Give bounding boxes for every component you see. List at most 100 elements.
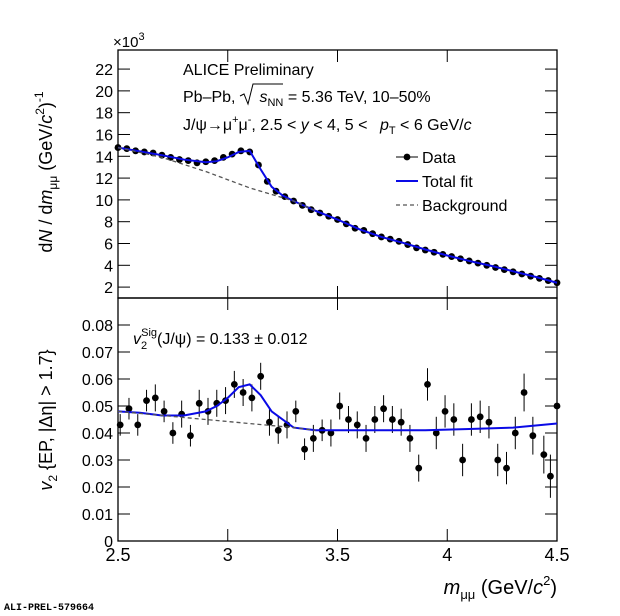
y-tick-label: 10 <box>95 193 113 210</box>
legend-label: Data <box>422 150 456 167</box>
label-subscript: μμ <box>460 587 475 602</box>
data-point <box>494 456 502 464</box>
label-subscript: NN <box>267 97 283 109</box>
data-point <box>345 416 352 423</box>
y-tick-label: 0.01 <box>82 507 113 524</box>
data-point <box>406 435 414 442</box>
y-tick-label: 18 <box>95 106 113 123</box>
label-part: c <box>533 577 543 599</box>
data-point <box>353 421 361 429</box>
y-tick-label: 20 <box>95 84 113 101</box>
label-part: / d <box>36 205 56 230</box>
label-part: (GeV/ <box>475 577 533 599</box>
footer-id: ALI-PREL-579664 <box>4 603 94 614</box>
y-tick-label: 16 <box>95 127 113 144</box>
data-point <box>520 389 528 396</box>
data-point <box>248 394 256 402</box>
data-point <box>301 445 308 453</box>
data-point <box>143 397 150 404</box>
label-part: = 5.36 TeV, 10–50% <box>283 89 430 106</box>
experiment-label: ALICE Preliminary <box>183 62 314 79</box>
label-part: c <box>464 117 472 134</box>
data-point <box>134 421 142 429</box>
label-part: y <box>300 117 310 134</box>
data-point <box>529 432 537 440</box>
selection-label: J/ψ→μ+μ-, 2.5 < y < 4, 5 < pT < 6 GeV/c <box>183 114 472 137</box>
data-point <box>239 389 247 396</box>
x-tick-label: 4.5 <box>544 545 569 565</box>
label-part: v <box>36 481 56 491</box>
data-point <box>116 421 124 429</box>
label-part: v <box>133 331 142 348</box>
label-subscript: 2 <box>141 340 147 352</box>
data-point <box>178 410 186 418</box>
label-superscript: 2 <box>33 108 47 115</box>
y-tick-label: 0.04 <box>82 426 113 443</box>
data-point <box>125 405 133 413</box>
label-part: , 2.5 < <box>251 117 300 134</box>
y-axis-label: v2 {EP, |Δη| > 1.7} <box>36 349 60 490</box>
y-tick-label: 4 <box>104 258 113 275</box>
data-point <box>266 418 273 426</box>
background-curve <box>117 146 316 212</box>
y-tick-label: 22 <box>95 62 113 79</box>
fit-curve <box>117 383 558 432</box>
label-subscript: 2 <box>46 475 60 482</box>
data-point <box>274 426 282 434</box>
label-part: N <box>36 229 56 243</box>
data-point <box>467 416 475 423</box>
data-point <box>187 432 194 440</box>
y-tick-label: 0.05 <box>82 399 113 416</box>
data-point <box>336 402 344 410</box>
y-tick-label: 0 <box>104 534 113 551</box>
label-part: c <box>36 115 56 124</box>
data-point <box>169 429 177 437</box>
data-point <box>371 416 379 423</box>
y-tick-label: 0.06 <box>82 372 113 389</box>
data-point <box>485 418 493 426</box>
label-part: < 6 GeV/ <box>396 117 465 134</box>
data-point <box>503 464 510 472</box>
data-point <box>547 472 554 480</box>
data-point <box>388 416 396 423</box>
data-point <box>292 408 300 415</box>
data-point <box>511 429 519 437</box>
data-point <box>362 435 370 442</box>
data-point <box>160 408 168 415</box>
data-point <box>450 416 458 423</box>
label-subscript: μμ <box>46 176 60 190</box>
data-point <box>432 429 440 437</box>
label-part: m <box>36 190 56 205</box>
system-label: Pb–Pb, sNN = 5.36 TeV, 10–50% <box>183 89 431 109</box>
label-part: J/ψ→μ <box>183 117 232 134</box>
label-subscript: T <box>389 125 396 137</box>
legend-symbol <box>403 153 411 161</box>
multiplier-exponent: 3 <box>138 31 144 43</box>
x-tick-label: 2.5 <box>105 545 130 565</box>
label-part: {EP, |Δη| > 1.7} <box>36 349 56 475</box>
label-part: Pb–Pb, <box>183 89 235 106</box>
y-tick-label: 2 <box>104 280 113 297</box>
sqrt-sign <box>239 83 283 106</box>
label-part: s <box>259 89 267 106</box>
label-part: < 4, 5 < <box>309 117 372 134</box>
data-point <box>553 402 561 410</box>
label-superscript: -1 <box>32 91 46 102</box>
x-tick-label: 3.5 <box>325 545 350 565</box>
label-part: (GeV/ <box>36 124 56 176</box>
label-part: m <box>444 577 461 599</box>
data-point <box>151 394 159 402</box>
label-superscript: Sig <box>141 327 157 339</box>
legend-label: Total fit <box>422 174 473 191</box>
v2-annotation: v2Sig(J/ψ) = 0.133 ± 0.012 <box>133 327 308 352</box>
data-point <box>459 456 467 464</box>
data-point <box>397 418 405 426</box>
data-point <box>230 381 238 388</box>
label-superscript: - <box>248 114 252 126</box>
y-tick-label: 0.07 <box>82 345 113 362</box>
label-part: d <box>36 243 56 253</box>
label-part: ) <box>36 102 56 108</box>
